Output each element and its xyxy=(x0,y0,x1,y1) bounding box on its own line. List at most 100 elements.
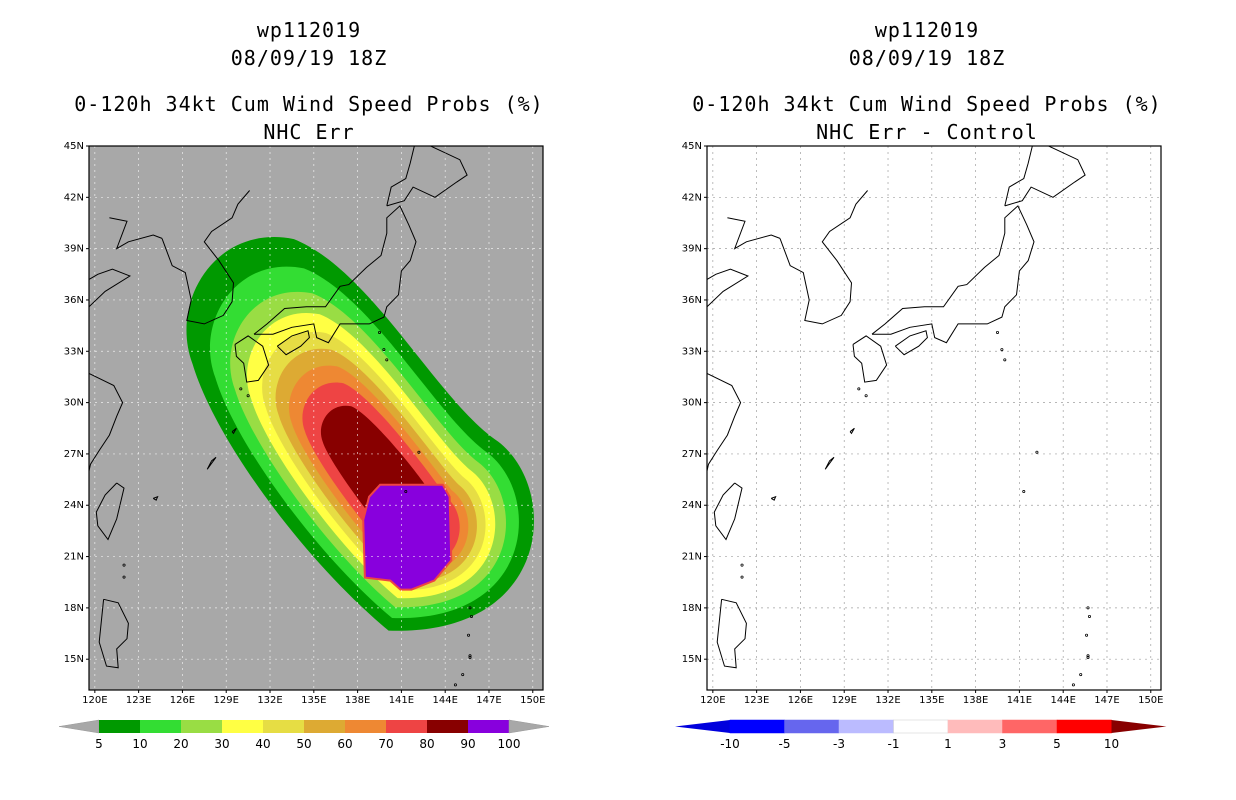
lat-label: 33N xyxy=(682,346,702,357)
lon-label: 126E xyxy=(788,695,813,706)
colorbar-swatch xyxy=(1002,719,1058,734)
island xyxy=(1022,490,1026,494)
colorbar-swatch xyxy=(304,720,345,733)
coastline-ryukyu1 xyxy=(824,456,835,470)
coastline-ryukyu1 xyxy=(206,456,217,470)
left-panel: wp112019 08/09/19 18Z 0-120h 34kt Cum Wi… xyxy=(58,18,550,751)
colorbar-high-arrow xyxy=(1111,720,1167,733)
colorbar-label: 80 xyxy=(419,737,434,751)
island xyxy=(1079,673,1083,677)
coastline-china_east xyxy=(707,268,750,308)
colorbar-label: 100 xyxy=(498,737,521,751)
island xyxy=(740,563,744,567)
island xyxy=(1086,655,1090,659)
colorbar-swatch xyxy=(181,720,222,733)
colorbar-label: -1 xyxy=(888,737,900,751)
colorbar-label: 5 xyxy=(1053,737,1061,751)
colorbar-label: 10 xyxy=(1104,737,1119,751)
lat-label: 18N xyxy=(682,603,702,614)
coastline-ryukyu2 xyxy=(770,495,777,501)
lon-label: 144E xyxy=(432,695,457,706)
coastline-luzon xyxy=(716,598,747,669)
lat-label: 45N xyxy=(64,141,84,152)
lat-label: 27N xyxy=(64,449,84,460)
lon-label: 147E xyxy=(476,695,501,706)
island xyxy=(453,683,457,687)
lat-label: 45N xyxy=(682,141,702,152)
left-map: 45N 42N 39N 36N 33N 30N 27N 24N 21N 18N 15N 120E 123… xyxy=(58,141,550,751)
colorbar-swatch xyxy=(1056,719,1112,734)
lat-label: 15N xyxy=(64,654,84,665)
colorbar-swatch xyxy=(468,720,509,733)
lat-label: 27N xyxy=(682,449,702,460)
lat-label: 15N xyxy=(682,654,702,665)
coastline-taiwan xyxy=(713,482,743,541)
coastline-japan_honshu xyxy=(871,205,1035,344)
island xyxy=(385,358,389,362)
map-background xyxy=(707,146,1161,690)
lon-label: 147E xyxy=(1094,695,1119,706)
island xyxy=(469,614,473,618)
colorbar-swatch xyxy=(263,720,304,733)
colorbar-label: 50 xyxy=(296,737,311,751)
coastline-ryukyu3 xyxy=(849,427,855,435)
colorbar-label: 60 xyxy=(337,737,352,751)
island xyxy=(1086,654,1090,658)
colorbar-label: 1 xyxy=(944,737,952,751)
coastline-japan_kyushu xyxy=(852,335,888,383)
colorbar-swatch xyxy=(99,720,140,733)
lon-label: 138E xyxy=(963,695,988,706)
coastline-korea xyxy=(161,190,250,325)
right-title-datetime: 08/09/19 18Z xyxy=(848,46,1006,70)
colorbar-swatch xyxy=(140,720,181,733)
lat-label: 42N xyxy=(682,192,702,203)
island xyxy=(1035,450,1039,454)
island xyxy=(467,633,471,637)
colorbar-swatch xyxy=(838,719,894,734)
island xyxy=(1087,614,1091,618)
lon-label: 141E xyxy=(389,695,414,706)
island xyxy=(122,575,126,579)
left-title-product: 0-120h 34kt Cum Wind Speed Probs (%) xyxy=(74,92,544,116)
island xyxy=(1000,348,1004,352)
colorbar-label: 5 xyxy=(95,737,103,751)
lon-label: 141E xyxy=(1007,695,1032,706)
island xyxy=(468,606,472,610)
lon-label: 123E xyxy=(744,695,769,706)
lon-label: 135E xyxy=(919,695,944,706)
lon-label: 132E xyxy=(875,695,900,706)
coastline-ryukyu3 xyxy=(231,427,237,435)
colorbar-swatch xyxy=(729,719,785,734)
colorbar-label: -3 xyxy=(833,737,845,751)
island xyxy=(1085,633,1089,637)
island xyxy=(246,394,250,398)
lon-label: 126E xyxy=(170,695,195,706)
coastline-japan_shikoku xyxy=(276,330,310,356)
right-panel: wp112019 08/09/19 18Z 0-120h 34kt Cum Wi… xyxy=(618,0,1236,800)
colorbar-swatch xyxy=(427,720,468,733)
coastline-japan_hokkaido xyxy=(1004,146,1086,207)
prob-band-100 xyxy=(362,483,453,591)
right-title-subtitle: NHC Err - Control xyxy=(816,120,1038,144)
colorbar-swatch xyxy=(947,719,1003,734)
colorbar-swatch xyxy=(222,720,263,733)
island xyxy=(996,330,1000,334)
colorbar-high-arrow xyxy=(508,719,550,734)
lon-label: 123E xyxy=(126,695,151,706)
coastline-japan_shikoku xyxy=(894,330,928,356)
coastline-china_south xyxy=(89,373,124,472)
island xyxy=(1071,683,1075,687)
lon-label: 129E xyxy=(214,695,239,706)
coastline-china_east xyxy=(89,268,132,308)
island xyxy=(468,655,472,659)
coastline-japan_kyushu xyxy=(234,335,270,383)
coastline-china_coast xyxy=(109,217,163,250)
colorbar-label: -10 xyxy=(720,737,740,751)
island xyxy=(740,575,744,579)
lat-label: 30N xyxy=(64,398,84,409)
lon-label: 138E xyxy=(345,695,370,706)
lat-label: 21N xyxy=(64,552,84,563)
island xyxy=(417,450,421,454)
lon-label: 144E xyxy=(1050,695,1075,706)
lon-label: 135E xyxy=(301,695,326,706)
